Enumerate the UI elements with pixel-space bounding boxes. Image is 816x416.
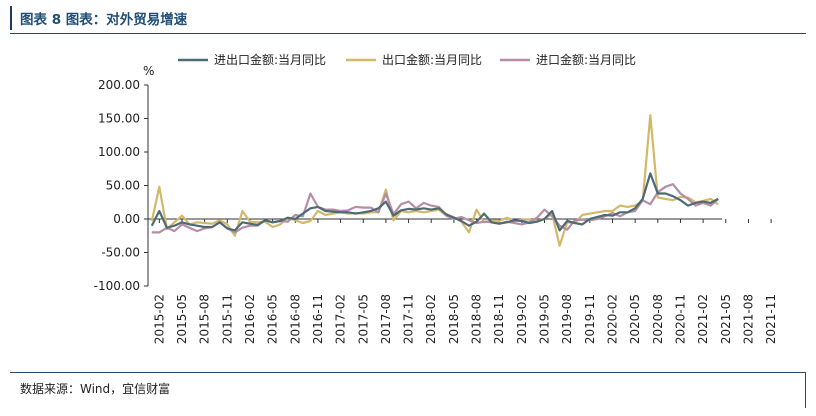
x-tick-label: 2019-05 xyxy=(538,294,552,344)
y-tick-label: 50.00 xyxy=(106,179,140,193)
y-tick-label: 0.00 xyxy=(113,212,140,226)
x-tick-label: 2020-05 xyxy=(628,294,642,344)
legend-label: 出口金额:当月同比 xyxy=(382,52,482,67)
x-tick-label: 2021-11 xyxy=(764,294,778,344)
x-tick-label: 2020-08 xyxy=(651,294,665,344)
chart-legend: 进出口金额:当月同比 出口金额:当月同比 进口金额:当月同比 xyxy=(178,52,636,67)
x-tick-label: 2017-05 xyxy=(356,294,370,344)
legend-label: 进口金额:当月同比 xyxy=(536,52,636,67)
series-line-1 xyxy=(150,172,719,232)
legend-label: 进出口金额:当月同比 xyxy=(214,52,326,67)
x-tick-label: 2020-02 xyxy=(605,294,619,344)
x-tick-label: 2016-05 xyxy=(266,294,280,344)
x-tick-label: 2017-11 xyxy=(402,294,416,344)
x-tick-label: 2020-11 xyxy=(673,294,687,344)
trade-growth-line-chart: 进出口金额:当月同比 出口金额:当月同比 进口金额:当月同比 % -100.00 -5… xyxy=(94,52,778,344)
y-axis-unit-label: % xyxy=(143,64,154,78)
page-title: 图表 8 图表：对外贸易增速 xyxy=(20,12,188,28)
title-divider xyxy=(10,33,806,34)
x-tick-label: 2019-08 xyxy=(560,294,574,344)
x-tick-label: 2018-02 xyxy=(424,294,438,344)
series-lines xyxy=(150,114,719,247)
x-tick-label: 2018-05 xyxy=(447,294,461,344)
x-tick-label: 2019-11 xyxy=(583,294,597,344)
x-tick-label: 2016-02 xyxy=(243,294,257,344)
y-tick-label: -50.00 xyxy=(101,246,140,260)
x-tick-label: 2019-02 xyxy=(515,294,529,344)
x-tick-label: 2016-11 xyxy=(311,294,325,344)
x-axis: 2015-02 2015-05 2015-08 2015-11 2016-02 2016-… xyxy=(148,218,778,344)
series-line-3 xyxy=(151,183,719,234)
y-tick-label: -100.00 xyxy=(94,279,140,293)
data-source-note: 数据来源：Wind，宜信财富 xyxy=(20,382,171,396)
x-tick-label: 2021-02 xyxy=(696,294,710,344)
x-tick-label: 2017-02 xyxy=(334,294,348,344)
x-tick-label: 2018-11 xyxy=(492,294,506,344)
x-tick-label: 2021-05 xyxy=(719,294,733,344)
x-tick-label: 2018-08 xyxy=(470,294,484,344)
y-tick-label: 100.00 xyxy=(98,145,140,159)
y-tick-label: 150.00 xyxy=(98,112,140,126)
x-tick-label: 2015-08 xyxy=(198,294,212,344)
x-tick-label: 2021-08 xyxy=(741,294,755,344)
x-tick-label: 2017-08 xyxy=(379,294,393,344)
x-tick-label: 2015-11 xyxy=(220,294,234,344)
x-tick-label: 2016-08 xyxy=(288,294,302,344)
footer-divider xyxy=(10,372,806,373)
title-accent-bar xyxy=(10,6,12,30)
x-tick-label: 2015-02 xyxy=(152,294,166,344)
y-tick-label: 200.00 xyxy=(98,78,140,92)
x-tick-label: 2015-05 xyxy=(175,294,189,344)
y-axis: -100.00 -50.00 0.00 50.00 100.00 150.00 200.00 xyxy=(94,78,149,293)
series-line-2 xyxy=(150,114,719,247)
footer-right-border xyxy=(805,372,806,408)
